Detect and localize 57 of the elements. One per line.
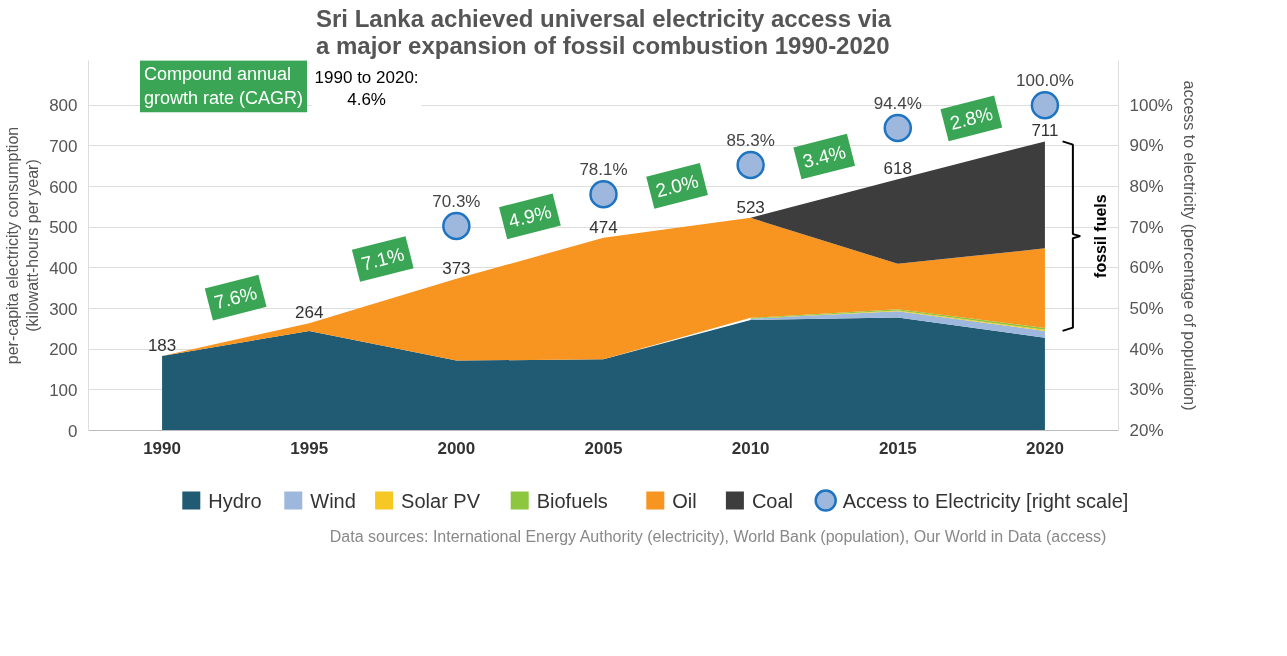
data-label: 70.3% — [432, 191, 481, 211]
legend-label: Biofuels — [536, 489, 608, 512]
data-label: 85.3% — [726, 130, 775, 150]
y-tick-label: 100 — [49, 380, 78, 400]
y2-tick-label: 50% — [1129, 299, 1164, 319]
annotation: 2.8% — [947, 102, 996, 134]
y-tick-label: 400 — [49, 258, 78, 278]
total-label: 618 — [883, 159, 912, 179]
annotation: 3.4% — [800, 140, 848, 173]
text: Data sources: International Energy Authority (electricity), World Bank (population), Our World in Data (access) — [329, 527, 1107, 545]
y-tick-label: 800 — [49, 96, 78, 116]
annotation: fossil fuels — [1092, 194, 1110, 278]
annotation: 4.9% — [506, 200, 554, 232]
total-label: 523 — [736, 197, 765, 217]
y2-tick-label: 30% — [1129, 380, 1164, 400]
annotation: 7.6% — [212, 282, 260, 314]
y2-tick-label: 90% — [1129, 136, 1164, 156]
annotation: 7.1% — [359, 243, 407, 275]
legend-label: Oil — [672, 489, 697, 512]
total-label: 264 — [295, 303, 324, 323]
x-tick-label: 2015 — [878, 438, 917, 458]
y2-tick-label: 20% — [1129, 421, 1164, 440]
y-axis-title: per-capita electricity consumption (kilowatt-hours per year) — [3, 126, 42, 365]
x-tick-label: 2010 — [731, 438, 770, 458]
total-label: 711 — [1031, 121, 1059, 141]
y2-tick-label: 80% — [1129, 177, 1164, 197]
legend-label: Access to Electricity [right scale] — [842, 489, 1129, 512]
y-tick-label: 0 — [68, 421, 78, 441]
data-label: 100.0% — [1016, 71, 1074, 91]
chart-title: Sri Lanka achieved universal electricity access via a major expansion of fossil combustion 1990-2020 — [315, 4, 892, 59]
total-label: 183 — [147, 336, 177, 356]
legend-label: Solar PV — [401, 489, 481, 512]
annotation: 1990 to 2020: 4.6% — [314, 67, 419, 110]
annotation: Compound annual growth rate (CAGR) — [144, 64, 304, 109]
y2-tick-label: 40% — [1129, 339, 1164, 359]
total-label: 373 — [442, 258, 471, 278]
x-tick-label: 2005 — [584, 438, 623, 458]
x-tick-label: 2020 — [1026, 438, 1064, 458]
y2-tick-label: 70% — [1129, 217, 1164, 237]
y-tick-label: 600 — [49, 177, 78, 197]
y-tick-label: 300 — [49, 299, 78, 319]
y2-tick-label: 100% — [1129, 95, 1173, 115]
x-tick-label: 1995 — [290, 438, 329, 458]
data-label: 94.4% — [873, 93, 922, 113]
x-tick-label: 1990 — [143, 438, 181, 458]
legend-label: Wind — [310, 489, 356, 512]
annotation: 2.0% — [653, 170, 701, 202]
y2-tick-label: 60% — [1129, 258, 1164, 278]
y-tick-label: 200 — [49, 340, 78, 360]
total-label: 474 — [589, 217, 618, 237]
legend-label: Coal — [751, 489, 794, 512]
data-label: 78.1% — [579, 160, 628, 180]
y-tick-label: 700 — [49, 136, 78, 156]
y2-axis-title: access to electricity (percentage of population) — [1180, 80, 1198, 411]
legend-label: Hydro — [208, 489, 262, 512]
x-tick-label: 2000 — [437, 438, 476, 458]
y-tick-label: 500 — [49, 218, 78, 238]
